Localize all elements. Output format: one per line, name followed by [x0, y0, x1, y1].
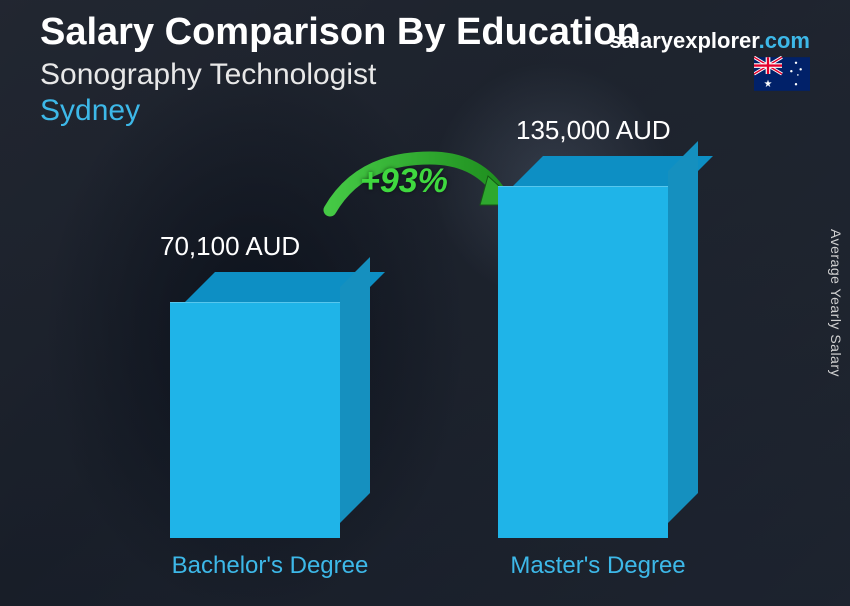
job-subtitle: Sonography Technologist	[40, 58, 810, 92]
brand-logo: salaryexplorer.com	[609, 28, 810, 54]
bar-side-face	[340, 257, 370, 523]
location-label: Sydney	[40, 94, 810, 128]
flag-icon	[754, 56, 810, 92]
bar-front-face	[498, 186, 668, 538]
bar-front-face	[170, 302, 340, 538]
bar-category-label: Bachelor's Degree	[172, 552, 369, 580]
bar-chart: +93% 70,100 AUD Bachelor's Degree 135,00…	[0, 148, 850, 588]
brand-part1: salaryexplorer	[609, 28, 758, 53]
bar-value-label: 70,100 AUD	[160, 231, 300, 262]
increase-percentage: +93%	[360, 162, 448, 201]
bar-side-face	[668, 141, 698, 523]
bar-value-label: 135,000 AUD	[516, 115, 671, 146]
brand-part2: .com	[759, 28, 810, 53]
bar-category-label: Master's Degree	[510, 552, 685, 580]
